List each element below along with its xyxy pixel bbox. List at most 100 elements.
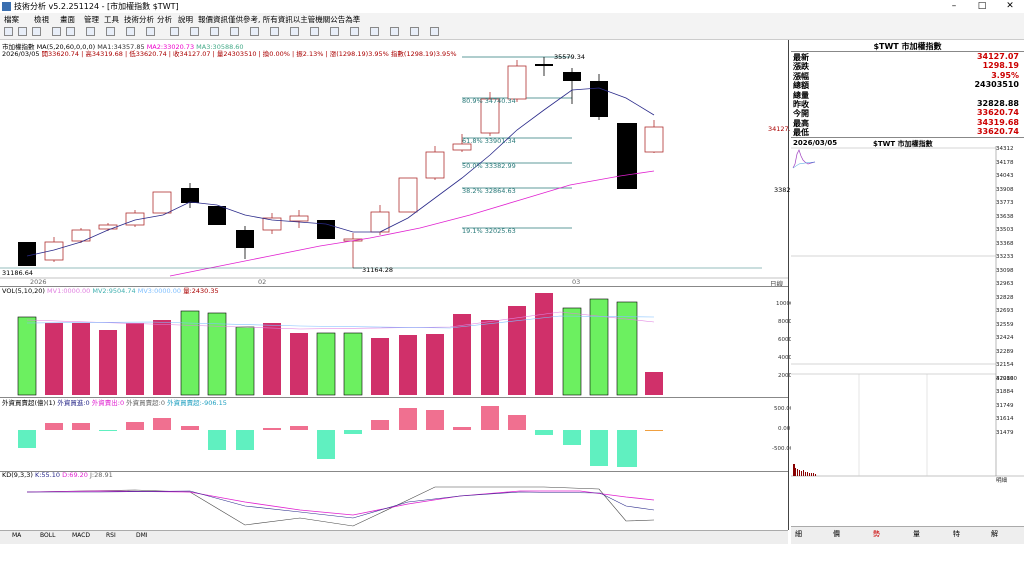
period-icon[interactable] (86, 27, 95, 36)
trend-icon[interactable] (210, 27, 219, 36)
draw-line-icon[interactable] (106, 27, 115, 36)
text-icon[interactable] (170, 27, 179, 36)
grid-icon[interactable] (390, 27, 399, 36)
menu-screen[interactable]: 畫面 (60, 15, 75, 24)
zoom-in-icon[interactable] (52, 27, 61, 36)
tab-price[interactable]: 價 (833, 530, 840, 538)
menu-file[interactable]: 檔案 (4, 15, 19, 24)
save-icon[interactable] (430, 27, 439, 36)
rect-icon[interactable] (270, 27, 279, 36)
quote-row: 最新 34127.07 (793, 52, 1023, 62)
tab-volume[interactable]: 量 (913, 530, 920, 538)
candle (289, 210, 309, 228)
foreign-bar (263, 428, 281, 430)
period-label[interactable]: 日線 (770, 280, 783, 288)
intraday-price-tick: 31749 (996, 402, 1014, 409)
volume-bar (153, 320, 171, 395)
tab-rsi[interactable]: RSI (106, 532, 116, 539)
volume-bar (343, 332, 363, 396)
ma5-line (26, 87, 655, 257)
intraday-price-tick: 33908 (996, 186, 1014, 193)
foreign-net-bars (18, 406, 663, 467)
tab-boll[interactable]: BOLL (40, 532, 56, 539)
candle (181, 183, 199, 208)
menu-tech-analysis[interactable]: 技術分析 (124, 15, 154, 24)
foreign-bar (208, 430, 226, 450)
ellipse-icon[interactable] (290, 27, 299, 36)
quote-value: 33620.74 (976, 108, 1019, 118)
volume-bar (180, 310, 200, 396)
intraday-price-tick: 32424 (996, 335, 1014, 341)
tab-detail[interactable]: 細 (795, 530, 802, 538)
candle (208, 206, 226, 225)
quote-label: 最新 (793, 53, 809, 62)
delete-icon[interactable] (410, 27, 419, 36)
quote-row: 漲幅 3.95% (793, 71, 1023, 81)
list-icon[interactable] (18, 27, 27, 36)
detail-corner[interactable]: 明細 (996, 478, 1008, 484)
foreign-bar (72, 423, 90, 430)
mv2-value: MV2:9504.74 (92, 287, 136, 295)
menu-manage[interactable]: 管理 (84, 15, 99, 24)
window-title: 技術分析 v5.2.251124 - [市加權指數 $TWT] (14, 2, 179, 11)
foreign-bar (99, 430, 117, 431)
quote-value: 34319.68 (976, 117, 1019, 127)
candle (317, 220, 335, 239)
ma2-value: MA2:33020.73 (146, 43, 195, 51)
candle (44, 237, 64, 262)
volume-bar (235, 326, 255, 396)
menu-analysis[interactable]: 分析 (157, 15, 172, 24)
ma1-value: MA1:34357.85 (97, 43, 145, 51)
low-price-label: 31164.28 (362, 266, 394, 274)
zoom-out-icon[interactable] (66, 27, 75, 36)
tab-ma[interactable]: MA (12, 532, 22, 539)
chart-icon[interactable] (4, 27, 13, 36)
fib-icon[interactable] (230, 27, 239, 36)
close-button[interactable]: ✕ (1006, 1, 1014, 11)
tab-trend[interactable]: 勢 (873, 530, 880, 538)
tab-explain[interactable]: 解 (991, 530, 998, 538)
fib-label-61: 61.8% 33901.34 (462, 137, 516, 145)
price-header-line: 市加權指數 MA(5,20,60,0,0,0) MA1:34357.85 MA2… (2, 41, 244, 51)
intraday-price-tick: 34312 (996, 146, 1014, 152)
tab-macd[interactable]: MACD (72, 532, 90, 539)
tab-special[interactable]: 特 (953, 530, 960, 538)
volume-bars (17, 293, 663, 396)
ma20-line (169, 170, 655, 277)
circle-icon[interactable] (310, 27, 319, 36)
indicator-icon[interactable] (146, 27, 155, 36)
ohlc-values: 開33620.74 | 高34319.68 | 低33620.74 | 收341… (41, 50, 457, 58)
quote-panel: $TWT 市加權指數 最新 34127.07 漲跌 1298.19 漲幅 3.95% 總額 2… (791, 40, 1024, 530)
line-tool-icon[interactable] (190, 27, 199, 36)
vol-tick: 2000 (778, 373, 792, 379)
candle-icon[interactable] (32, 27, 41, 36)
foreign-bar (399, 408, 417, 430)
kd-d-line (26, 490, 655, 516)
volume-bar (290, 333, 308, 395)
wave-icon[interactable] (350, 27, 359, 36)
box-icon[interactable] (370, 27, 379, 36)
menu-help[interactable]: 說明 (178, 15, 193, 24)
left-price-label: 31186.64 (2, 269, 34, 277)
chart-area[interactable]: 市加權指數 MA(5,20,60,0,0,0) MA1:34357.85 MA2… (0, 40, 795, 530)
kd-d-value: D:69.20 (62, 471, 88, 479)
arrow-icon[interactable] (250, 27, 259, 36)
candle (236, 226, 254, 259)
candle (18, 242, 36, 266)
menu-view[interactable]: 檢視 (34, 15, 49, 24)
ma3-value: MA3:30588.60 (196, 43, 244, 51)
angle-icon[interactable] (330, 27, 339, 36)
tab-dmi[interactable]: DMI (136, 532, 148, 539)
volume-bar (72, 323, 90, 395)
volume-bar (17, 316, 37, 396)
maximize-button[interactable]: □ (977, 1, 987, 11)
candle (617, 123, 637, 189)
volume-bar (45, 323, 63, 395)
minimize-button[interactable]: – (951, 1, 957, 11)
ohlc-line: 2026/03/05 開33620.74 | 高34319.68 | 低3362… (2, 48, 457, 58)
menu-tools[interactable]: 工具 (104, 15, 119, 24)
candle (262, 213, 282, 234)
quote-label: 總額 (793, 81, 809, 91)
cursor-icon[interactable] (126, 27, 135, 36)
volume-bar (207, 312, 227, 396)
